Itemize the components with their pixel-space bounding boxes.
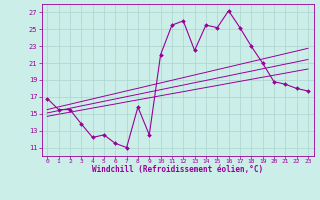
- X-axis label: Windchill (Refroidissement éolien,°C): Windchill (Refroidissement éolien,°C): [92, 165, 263, 174]
